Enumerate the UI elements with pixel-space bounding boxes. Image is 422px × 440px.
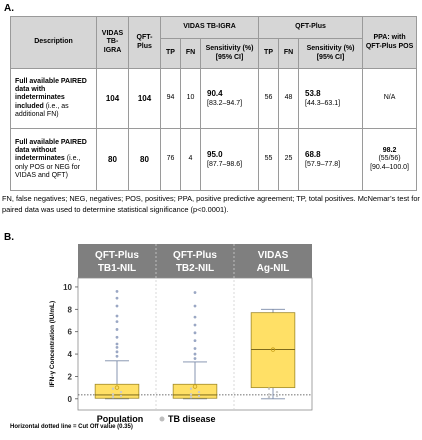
vidas-sensitivity-cell: 90.4 [83.2–94.7] bbox=[199, 68, 260, 129]
vidas-fn-cell: 4 bbox=[180, 128, 201, 191]
header-ppa: PPA: with QFT-Plus POS bbox=[362, 16, 418, 69]
y-axis-label: IFN-γ Concentration (IU/mL) bbox=[49, 301, 56, 387]
population-point bbox=[111, 393, 115, 396]
vidas-fn-cell: 10 bbox=[180, 68, 201, 129]
outlier-point bbox=[115, 345, 119, 349]
box-plot-svg: 0 2 4 6 8 10 IFN-γ Concentration (IU/mL) QFT-Pl… bbox=[49, 244, 313, 424]
vidas-sensitivity-cell: 95.0 [87.7–98.6] bbox=[199, 128, 260, 191]
population-point bbox=[119, 394, 123, 398]
box bbox=[94, 383, 140, 399]
outlier-point bbox=[193, 304, 197, 308]
table-row: Full available PAIRED data without indet… bbox=[10, 128, 418, 191]
outlier-point bbox=[115, 296, 119, 300]
qft-sensitivity-cell: 68.8 [57.9–77.8] bbox=[298, 128, 364, 191]
outlier-point bbox=[115, 304, 119, 308]
outlier-point bbox=[115, 354, 119, 358]
outlier-point bbox=[115, 320, 119, 324]
population-point bbox=[275, 394, 279, 398]
population-point bbox=[189, 393, 193, 396]
qft-n-cell: 80 bbox=[128, 128, 161, 191]
outlier-point bbox=[115, 342, 119, 346]
population-point bbox=[119, 390, 123, 394]
header-qft-sensitivity: Sensitivity (%) [95% CI] bbox=[298, 38, 364, 69]
header-qft-group: QFT-Plus bbox=[258, 16, 364, 39]
header-qft-fn: FN bbox=[278, 38, 300, 69]
population-point bbox=[267, 395, 271, 399]
legend-tb-disease-marker bbox=[159, 416, 165, 422]
legend-tb-disease: TB disease bbox=[168, 414, 216, 424]
header-vidas-group: VIDAS TB-IGRA bbox=[159, 16, 260, 39]
population-point bbox=[189, 395, 193, 399]
outlier-point bbox=[193, 323, 197, 327]
legend-population: Population bbox=[97, 414, 144, 424]
category-label-line2: TB1-NIL bbox=[98, 263, 136, 274]
population-point bbox=[111, 387, 115, 390]
qft-n-cell: 104 bbox=[128, 68, 161, 129]
ppa-cell: 98.2 (55/56) [90.4–100.0] bbox=[362, 128, 418, 191]
population-point bbox=[197, 390, 201, 394]
y-tick-label: 4 bbox=[68, 350, 73, 359]
outlier-point bbox=[115, 328, 119, 331]
header-description: Description bbox=[10, 16, 97, 69]
category-label-line2: TB2-NIL bbox=[176, 263, 214, 274]
population-point bbox=[267, 387, 271, 390]
header-vidas-count: VIDAS TB-IGRA bbox=[96, 16, 129, 69]
qft-sensitivity-cell: 53.8 [44.3–63.1] bbox=[298, 68, 364, 129]
outlier-point bbox=[193, 347, 197, 350]
table-row: Full available PAIRED data with indeterm… bbox=[10, 68, 418, 129]
mean-marker bbox=[270, 347, 276, 352]
ppa-cell: N/A bbox=[362, 68, 418, 129]
y-tick-label: 8 bbox=[68, 305, 73, 314]
box bbox=[172, 383, 218, 399]
header-vidas-sensitivity: Sensitivity (%) [95% CI] bbox=[199, 38, 260, 69]
outlier-point bbox=[193, 291, 197, 294]
population-point bbox=[111, 395, 115, 399]
category-label-line1: QFT-Plus bbox=[95, 250, 139, 261]
outlier-point bbox=[193, 352, 197, 356]
qft-tp-cell: 56 bbox=[258, 68, 280, 129]
table-footnote: FN, false negatives; NEG, negatives; POS… bbox=[2, 194, 420, 214]
outlier-point bbox=[193, 315, 197, 319]
panel-b-label: B. bbox=[4, 232, 14, 243]
cutoff-note: Horizontal dotted line = Cut Off value (… bbox=[10, 424, 133, 430]
header-vidas-tp: TP bbox=[160, 38, 181, 69]
vidas-n-cell: 80 bbox=[96, 128, 129, 191]
panel-a-label: A. bbox=[4, 3, 14, 14]
chart-header-band bbox=[78, 244, 312, 278]
y-tick-label: 2 bbox=[68, 372, 73, 381]
mean-marker bbox=[114, 385, 120, 390]
header-qft-count: QFT-Plus bbox=[128, 16, 161, 69]
qft-fn-cell: 48 bbox=[278, 68, 300, 129]
y-tick-label: 0 bbox=[68, 395, 73, 404]
outlier-point bbox=[115, 350, 119, 354]
vidas-tp-cell: 76 bbox=[160, 128, 181, 191]
vidas-n-cell: 104 bbox=[96, 68, 129, 129]
box-plot-chart: 0 2 4 6 8 10 IFN-γ Concentration (IU/mL) QFT-Pl… bbox=[0, 244, 422, 440]
population-point bbox=[189, 387, 193, 390]
outlier-point bbox=[193, 357, 197, 360]
row-description: Full available PAIRED data with indeterm… bbox=[10, 68, 97, 129]
category-label-line2: Ag-NIL bbox=[257, 263, 290, 274]
header-qft-tp: TP bbox=[258, 38, 280, 69]
qft-tp-cell: 55 bbox=[258, 128, 280, 191]
mean-marker bbox=[192, 384, 198, 389]
outlier-point bbox=[115, 335, 119, 339]
category-label-line1: QFT-Plus bbox=[173, 250, 217, 261]
outlier-point bbox=[115, 290, 119, 293]
population-point bbox=[197, 394, 201, 398]
box bbox=[250, 312, 296, 389]
population-point bbox=[267, 393, 271, 396]
qft-fn-cell: 25 bbox=[278, 128, 300, 191]
outlier-point bbox=[115, 314, 119, 318]
vidas-tp-cell: 94 bbox=[160, 68, 181, 129]
y-tick-label: 6 bbox=[68, 328, 73, 337]
row-description: Full available PAIRED data without indet… bbox=[10, 128, 97, 191]
outlier-point bbox=[193, 339, 197, 343]
outlier-point bbox=[193, 331, 197, 335]
population-point bbox=[275, 390, 279, 394]
y-tick-label: 10 bbox=[63, 283, 72, 292]
category-label-line1: VIDAS bbox=[258, 250, 289, 261]
results-table: Description VIDAS TB-IGRA QFT-Plus VIDAS… bbox=[10, 16, 418, 191]
header-vidas-fn: FN bbox=[180, 38, 201, 69]
